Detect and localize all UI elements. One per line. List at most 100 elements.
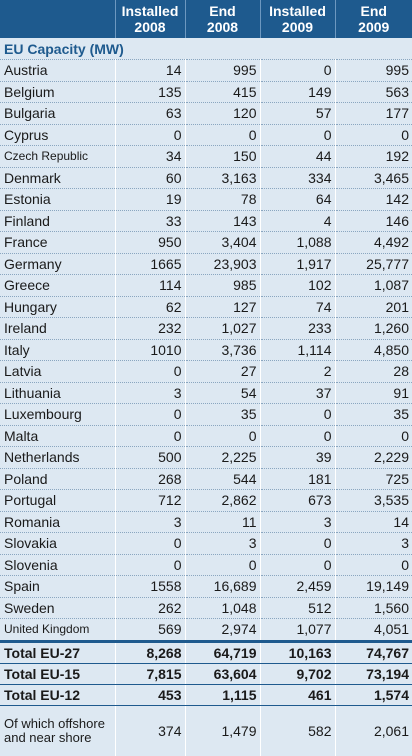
cell-end-2008: 23,903 xyxy=(184,253,260,275)
country-name: Slovakia xyxy=(0,532,115,555)
cell-installed-2008: 33 xyxy=(114,210,185,232)
table-row: Spain 1558 16,689 2,459 19,149 xyxy=(0,575,412,598)
cell-end-2009: 3,535 xyxy=(334,489,412,512)
cell-end-2009: 201 xyxy=(334,296,412,318)
cell-installed-2009: 74 xyxy=(259,296,335,318)
total-label: Total EU-12 xyxy=(0,684,115,706)
cell-end-2008: 1,027 xyxy=(184,317,260,340)
cell-installed-2008: 62 xyxy=(114,296,185,318)
cell-end-2008: 0 xyxy=(184,554,260,576)
header-blank xyxy=(0,0,115,38)
header-year: 2008 xyxy=(134,19,166,35)
section-title: EU Capacity (MW) xyxy=(0,38,412,60)
cell-installed-2008: 0 xyxy=(114,425,185,447)
cell-installed-2008: 262 xyxy=(114,597,185,619)
cell-installed-2008: 19 xyxy=(114,188,185,211)
cell-installed-2009: 1,088 xyxy=(259,231,335,254)
cell-installed-2009: 2 xyxy=(259,360,335,383)
cell-end-2009: 1,087 xyxy=(334,274,412,297)
cell-end-2009: 725 xyxy=(334,468,412,490)
cell-installed-2009: 44 xyxy=(259,145,335,168)
cell-installed-2009: 1,917 xyxy=(259,253,335,275)
country-name: Cyprus xyxy=(0,124,115,146)
table-row: Ireland 232 1,027 233 1,260 xyxy=(0,317,412,340)
cell-installed-2009: 181 xyxy=(259,468,335,490)
cell-end-2008: 2,225 xyxy=(184,446,260,469)
header-year: 2009 xyxy=(281,19,314,35)
cell-installed-2009: 0 xyxy=(259,532,335,555)
cell-installed-2009: 39 xyxy=(259,446,335,469)
table-row: Italy 1010 3,736 1,114 4,850 xyxy=(0,339,412,361)
cell-end-2008: 120 xyxy=(184,102,260,125)
cell-installed-2008: 1010 xyxy=(114,339,185,361)
cell-end-2009: 2,229 xyxy=(334,446,412,469)
total-end-2009: 74,767 xyxy=(334,639,412,664)
header-end-2008: End 2008 xyxy=(184,0,260,38)
total-row: Total EU-12 453 1,115 461 1,574 xyxy=(0,684,412,706)
table-row: Finland 33 143 4 146 xyxy=(0,210,412,232)
cell-end-2008: 3,163 xyxy=(184,167,260,189)
cell-end-2008: 11 xyxy=(184,511,260,533)
table-row: Sweden 262 1,048 512 1,560 xyxy=(0,597,412,619)
cell-end-2009: 14 xyxy=(334,511,412,533)
cell-installed-2009: 0 xyxy=(259,59,335,82)
section-row: EU Capacity (MW) xyxy=(0,38,412,60)
country-name: Belgium xyxy=(0,81,115,103)
total-end-2008: 63,604 xyxy=(184,663,260,685)
country-name: Portugal xyxy=(0,489,115,512)
header-year: 2009 xyxy=(358,19,390,35)
country-name: Denmark xyxy=(0,167,115,189)
cell-end-2008: 150 xyxy=(184,145,260,168)
cell-installed-2009: 37 xyxy=(259,382,335,404)
country-name: Poland xyxy=(0,468,115,490)
header-installed-2009: Installed 2009 xyxy=(259,0,335,38)
table-row: Poland 268 544 181 725 xyxy=(0,468,412,490)
header-label: End xyxy=(360,3,387,19)
cell-end-2009: 4,492 xyxy=(334,231,412,254)
cell-installed-2008: 3 xyxy=(114,382,185,404)
table-row: Germany 1665 23,903 1,917 25,777 xyxy=(0,253,412,275)
table-row: Hungary 62 127 74 201 xyxy=(0,296,412,318)
cell-end-2009: 35 xyxy=(334,403,412,426)
cell-installed-2009: 57 xyxy=(259,102,335,125)
table-row: Romania 3 11 3 14 xyxy=(0,511,412,533)
cell-end-2009: 1,260 xyxy=(334,317,412,340)
country-name: Bulgaria xyxy=(0,102,115,125)
country-name: Netherlands xyxy=(0,446,115,469)
header-end-2009: End 2009 xyxy=(334,0,412,38)
table-row: Malta 0 0 0 0 xyxy=(0,425,412,447)
cell-end-2008: 78 xyxy=(184,188,260,211)
table-row: Portugal 712 2,862 673 3,535 xyxy=(0,489,412,512)
cell-installed-2008: 0 xyxy=(114,124,185,146)
total-end-2008: 64,719 xyxy=(184,639,260,664)
cell-end-2009: 28 xyxy=(334,360,412,383)
cell-end-2009: 192 xyxy=(334,145,412,168)
offshore-row: Of which offshore and near shore 374 1,4… xyxy=(0,705,412,756)
cell-end-2008: 54 xyxy=(184,382,260,404)
header-year: 2008 xyxy=(206,19,239,35)
cell-installed-2009: 64 xyxy=(259,188,335,211)
cell-installed-2009: 233 xyxy=(259,317,335,340)
cell-end-2009: 1,560 xyxy=(334,597,412,619)
cell-end-2008: 16,689 xyxy=(184,575,260,598)
table-row: Greece 114 985 102 1,087 xyxy=(0,274,412,297)
header-label: End xyxy=(209,3,236,19)
cell-installed-2009: 0 xyxy=(259,124,335,146)
cell-end-2008: 2,974 xyxy=(184,618,260,642)
cell-installed-2009: 4 xyxy=(259,210,335,232)
cell-installed-2008: 500 xyxy=(114,446,185,469)
cell-end-2008: 1,048 xyxy=(184,597,260,619)
cell-end-2009: 177 xyxy=(334,102,412,125)
header-installed-2008: Installed 2008 xyxy=(114,0,185,38)
country-name: Czech Republic xyxy=(0,145,115,168)
header-label: Installed xyxy=(269,3,326,19)
table-row: Czech Republic 34 150 44 192 xyxy=(0,145,412,168)
cell-installed-2008: 0 xyxy=(114,532,185,555)
cell-installed-2008: 1558 xyxy=(114,575,185,598)
total-installed-2008: 7,815 xyxy=(114,663,185,685)
table-row: Austria 14 995 0 995 xyxy=(0,59,412,82)
country-name: France xyxy=(0,231,115,254)
cell-end-2008: 415 xyxy=(184,81,260,103)
cell-installed-2008: 0 xyxy=(114,554,185,576)
